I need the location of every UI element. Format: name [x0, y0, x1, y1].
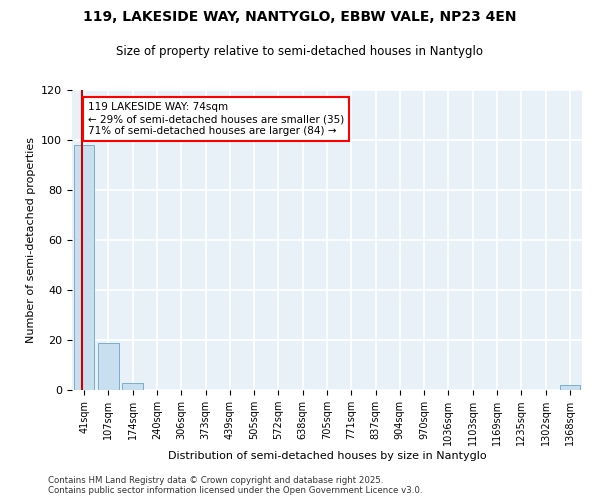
Text: Contains HM Land Registry data © Crown copyright and database right 2025.
Contai: Contains HM Land Registry data © Crown c…: [48, 476, 422, 495]
Bar: [74, 145, 94, 390]
Y-axis label: Number of semi-detached properties: Number of semi-detached properties: [26, 137, 35, 343]
Bar: [122, 382, 143, 390]
Text: Size of property relative to semi-detached houses in Nantyglo: Size of property relative to semi-detach…: [116, 45, 484, 58]
X-axis label: Distribution of semi-detached houses by size in Nantyglo: Distribution of semi-detached houses by …: [167, 451, 487, 461]
Bar: [98, 342, 119, 390]
Text: 119 LAKESIDE WAY: 74sqm
← 29% of semi-detached houses are smaller (35)
71% of se: 119 LAKESIDE WAY: 74sqm ← 29% of semi-de…: [88, 102, 344, 136]
Bar: [560, 385, 580, 390]
Text: 119, LAKESIDE WAY, NANTYGLO, EBBW VALE, NP23 4EN: 119, LAKESIDE WAY, NANTYGLO, EBBW VALE, …: [83, 10, 517, 24]
